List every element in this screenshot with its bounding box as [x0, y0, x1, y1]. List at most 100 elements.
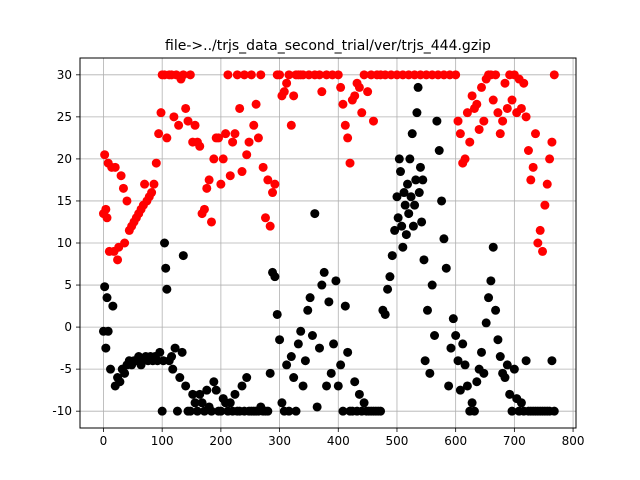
data-point [411, 175, 421, 185]
data-point [418, 175, 428, 185]
data-point [291, 406, 301, 416]
x-tick-label: 0 [100, 434, 108, 448]
x-tick-label: 700 [503, 434, 526, 448]
data-point [479, 116, 489, 126]
x-axis-ticks: 0 100 200 300 400 500 600 700 800 [100, 428, 585, 448]
data-point [453, 356, 463, 366]
data-point [183, 116, 193, 126]
data-point [403, 179, 413, 189]
data-point [303, 305, 313, 315]
data-point [103, 326, 113, 336]
data-point [415, 162, 425, 172]
data-point [336, 82, 346, 92]
data-point [329, 339, 339, 349]
data-point [462, 108, 472, 118]
data-point [404, 209, 414, 219]
data-point [300, 356, 310, 366]
data-point [223, 70, 233, 80]
data-point [394, 154, 404, 164]
data-point [408, 221, 418, 231]
data-point [500, 78, 510, 88]
data-point [488, 242, 498, 252]
data-point [460, 154, 470, 164]
data-point [467, 91, 477, 101]
data-point [338, 99, 348, 109]
data-point [451, 70, 461, 80]
data-point [289, 91, 299, 101]
data-point [359, 398, 369, 408]
data-point [246, 70, 256, 80]
data-point [232, 70, 242, 80]
series-0 [98, 70, 559, 265]
data-point [350, 377, 360, 387]
data-point [178, 251, 188, 261]
data-point [140, 179, 150, 189]
y-tick-label: 20 [57, 152, 72, 166]
data-point [279, 87, 289, 97]
data-point [405, 154, 415, 164]
data-point [174, 120, 184, 130]
data-point [181, 381, 191, 391]
data-point [268, 188, 278, 198]
data-point [395, 167, 405, 177]
data-point [317, 87, 327, 97]
data-point [258, 162, 268, 172]
y-tick-label: 15 [57, 194, 72, 208]
data-point [326, 368, 336, 378]
data-point [469, 406, 479, 416]
data-point [185, 70, 195, 80]
data-point [505, 389, 515, 399]
data-point [170, 343, 180, 353]
data-point [549, 406, 559, 416]
data-point [434, 146, 444, 155]
data-point [169, 112, 179, 122]
data-point [412, 108, 422, 118]
data-point [484, 293, 494, 303]
x-tick-label: 800 [562, 434, 585, 448]
data-point [167, 352, 177, 362]
data-point [312, 402, 322, 412]
data-point [251, 99, 261, 109]
data-point [204, 175, 214, 185]
data-point [270, 272, 280, 282]
data-point [387, 251, 397, 261]
data-point [406, 192, 416, 202]
data-point [528, 162, 538, 172]
data-point [314, 343, 324, 353]
y-axis-ticks: -10 -5 0 5 10 15 20 25 30 [52, 68, 80, 418]
data-point [116, 171, 126, 181]
data-point [277, 398, 287, 408]
data-point [462, 381, 472, 391]
data-point [533, 238, 543, 248]
data-point [154, 129, 164, 139]
data-point [230, 129, 240, 139]
data-point [100, 282, 110, 292]
data-point [307, 331, 317, 340]
data-point [272, 309, 282, 319]
data-point [221, 129, 231, 139]
data-point [225, 171, 235, 181]
data-point [256, 70, 266, 80]
data-point [542, 179, 552, 189]
data-point [401, 230, 411, 240]
data-point [535, 225, 545, 235]
data-point [455, 385, 465, 395]
data-point [422, 305, 432, 315]
data-point [160, 238, 170, 248]
data-point [357, 108, 367, 118]
data-point [474, 124, 484, 134]
data-point [338, 406, 348, 416]
data-point [516, 103, 526, 113]
x-tick-label: 100 [151, 434, 174, 448]
data-point [293, 339, 303, 349]
data-point [444, 381, 454, 391]
data-point [162, 133, 172, 143]
data-point [476, 82, 486, 92]
data-point [202, 183, 212, 193]
data-point [519, 78, 529, 88]
data-point [385, 272, 395, 282]
data-point [242, 150, 252, 160]
data-point [284, 406, 294, 416]
data-point [230, 389, 240, 399]
data-point [399, 188, 409, 198]
